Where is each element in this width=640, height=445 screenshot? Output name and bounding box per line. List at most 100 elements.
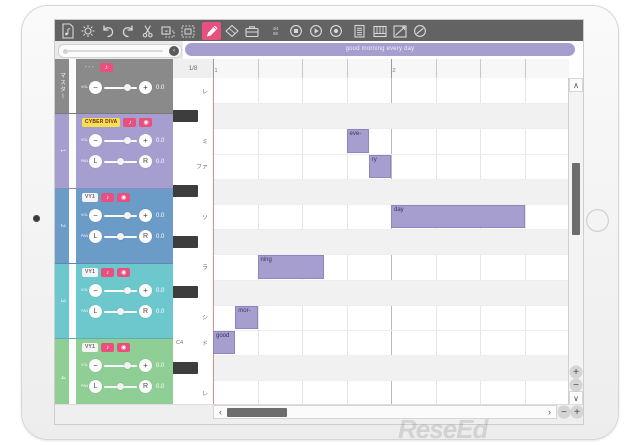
piano-key-black[interactable]: [173, 286, 198, 299]
grid-row[interactable]: [213, 380, 569, 405]
pan-left-button[interactable]: L: [89, 305, 102, 318]
toolbox-icon[interactable]: [242, 22, 261, 40]
volume-control[interactable]: VOL − +0.0: [80, 359, 164, 372]
volume-slider[interactable]: [104, 134, 137, 147]
volume-slider-knob[interactable]: [124, 287, 131, 294]
piano-keyboard[interactable]: レミファソラシ C4 ドレ: [173, 78, 214, 405]
pan-slider-knob[interactable]: [117, 233, 124, 240]
piano-key-black[interactable]: [173, 109, 198, 122]
horizontal-scrollbar[interactable]: ‹ ›: [213, 405, 557, 419]
volume-decrease-button[interactable]: −: [89, 209, 102, 222]
piano-roll-note[interactable]: mor-: [235, 305, 258, 329]
grid-row[interactable]: [213, 254, 569, 281]
track-row[interactable]: マスター - - - ♪ VOL − +0.0: [55, 59, 173, 114]
piano-roll-note[interactable]: day: [391, 205, 525, 229]
volume-control[interactable]: VOL − +0.0: [80, 134, 164, 147]
mute-button[interactable]: ♪: [101, 268, 115, 277]
scroll-left-arrow[interactable]: ‹: [219, 407, 222, 417]
stop-icon[interactable]: [286, 22, 305, 40]
volume-slider[interactable]: [104, 284, 137, 297]
piano-key-white[interactable]: シ: [173, 304, 213, 331]
vertical-scroll-thumb[interactable]: [572, 163, 580, 235]
pencil-tool-icon[interactable]: [202, 21, 221, 40]
volume-slider-knob[interactable]: [124, 212, 131, 219]
settings-gear-icon[interactable]: [78, 22, 97, 40]
keyboard-icon[interactable]: [370, 22, 389, 40]
volume-increase-button[interactable]: +: [139, 134, 152, 147]
piano-roll-note[interactable]: eve-: [346, 129, 369, 153]
pan-slider[interactable]: [104, 155, 137, 168]
voice-bank-badge[interactable]: VY1: [82, 268, 99, 277]
volume-slider-knob[interactable]: [124, 137, 131, 144]
pan-control[interactable]: PAN L R 0.0: [80, 380, 164, 393]
horizontal-scroll-thumb[interactable]: [227, 408, 287, 417]
volume-control[interactable]: VOL − +0.0: [80, 209, 164, 222]
pan-control[interactable]: PAN L R 0.0: [80, 230, 164, 243]
piano-roll-grid[interactable]: good mor-ning eve-ry day: [213, 78, 569, 405]
volume-slider-knob[interactable]: [124, 362, 131, 369]
track-row[interactable]: 1 CYBER DIVA ♪ ◉ VOL − +0.0 PAN L R 0.0: [55, 114, 173, 189]
pan-slider-knob[interactable]: [117, 158, 124, 165]
undo-icon[interactable]: [98, 22, 117, 40]
volume-slider[interactable]: [104, 359, 137, 372]
volume-decrease-button[interactable]: −: [89, 284, 102, 297]
time-signature-icon[interactable]: 4/4 88: [266, 22, 285, 40]
piano-roll-note[interactable]: good: [213, 331, 236, 355]
solo-button[interactable]: ◉: [139, 118, 153, 127]
piano-key-white[interactable]: C4 ド: [173, 330, 213, 357]
grid-row[interactable]: [213, 355, 569, 382]
vzoom-in-button[interactable]: +: [570, 366, 582, 378]
volume-increase-button[interactable]: +: [139, 209, 152, 222]
grid-row[interactable]: [213, 305, 569, 331]
play-icon[interactable]: [306, 22, 325, 40]
pitch-curve-icon[interactable]: [390, 22, 409, 40]
solo-button[interactable]: ◉: [117, 343, 131, 352]
hzoom-in-button[interactable]: +: [571, 406, 583, 418]
piano-key-white[interactable]: レ: [173, 380, 213, 405]
paste-icon[interactable]: [178, 22, 197, 40]
track-row[interactable]: 2 VY1 ♪ ◉ VOL − +0.0 PAN L R 0.0: [55, 189, 173, 264]
pan-slider[interactable]: [104, 305, 137, 318]
copy-icon[interactable]: [158, 22, 177, 40]
volume-increase-button[interactable]: +: [139, 359, 152, 372]
pan-right-button[interactable]: R: [139, 380, 152, 393]
volume-control[interactable]: VOL − +0.0: [80, 81, 164, 94]
volume-slider[interactable]: [104, 209, 137, 222]
solo-button[interactable]: ◉: [117, 193, 131, 202]
pan-right-button[interactable]: R: [139, 155, 152, 168]
pan-right-button[interactable]: R: [139, 230, 152, 243]
voice-bank-badge[interactable]: VY1: [82, 193, 99, 202]
piano-key-white[interactable]: ミ: [173, 128, 213, 155]
volume-decrease-button[interactable]: −: [89, 81, 102, 94]
home-button[interactable]: [586, 209, 609, 232]
volume-increase-button[interactable]: +: [139, 284, 152, 297]
grid-row[interactable]: [213, 279, 569, 306]
grid-row[interactable]: [213, 154, 569, 180]
volume-control[interactable]: VOL − +0.0: [80, 284, 164, 297]
grid-row[interactable]: [213, 204, 569, 231]
mixer-icon[interactable]: [350, 22, 369, 40]
score-file-icon[interactable]: [58, 22, 77, 40]
piano-key-white[interactable]: ラ: [173, 254, 213, 281]
piano-roll-note[interactable]: ning: [257, 255, 325, 279]
piano-key-black[interactable]: [173, 235, 198, 248]
piano-key-black[interactable]: [173, 361, 198, 374]
solo-button[interactable]: ◉: [117, 268, 131, 277]
piano-roll-note[interactable]: ry: [368, 154, 391, 178]
piano-key-white[interactable]: ソ: [173, 204, 213, 231]
grid-row[interactable]: [213, 78, 569, 105]
redo-icon[interactable]: [118, 22, 137, 40]
mute-button[interactable]: ♪: [101, 193, 115, 202]
grid-row[interactable]: [213, 178, 569, 205]
voice-bank-badge[interactable]: VY1: [82, 343, 99, 352]
pan-right-button[interactable]: R: [139, 305, 152, 318]
volume-slider[interactable]: [104, 81, 137, 94]
pan-slider-knob[interactable]: [117, 383, 124, 390]
mute-button[interactable]: ♪: [99, 63, 113, 72]
slider-knob[interactable]: ‹: [169, 46, 179, 56]
pan-slider-knob[interactable]: [117, 308, 124, 315]
volume-decrease-button[interactable]: −: [89, 359, 102, 372]
pan-left-button[interactable]: L: [89, 380, 102, 393]
mute-button[interactable]: ♪: [101, 343, 115, 352]
